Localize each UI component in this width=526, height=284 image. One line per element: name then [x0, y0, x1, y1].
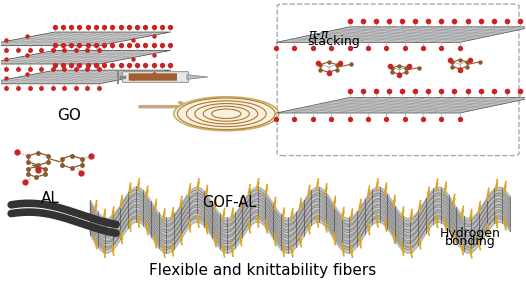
FancyBboxPatch shape	[123, 72, 188, 82]
Text: bonding: bonding	[445, 235, 495, 248]
Polygon shape	[0, 51, 170, 64]
FancyBboxPatch shape	[129, 73, 177, 81]
Text: AL: AL	[41, 191, 60, 206]
Polygon shape	[276, 27, 526, 42]
Text: Flexible and knittability fibers: Flexible and knittability fibers	[149, 263, 377, 278]
Polygon shape	[276, 97, 526, 113]
Polygon shape	[0, 32, 170, 46]
Text: GO: GO	[57, 108, 81, 123]
Text: GOF-AL: GOF-AL	[202, 195, 256, 210]
Text: Hydrogen: Hydrogen	[440, 227, 501, 240]
Polygon shape	[0, 70, 170, 84]
Ellipse shape	[174, 97, 279, 131]
FancyBboxPatch shape	[277, 4, 519, 156]
Polygon shape	[187, 75, 208, 79]
Text: stacking: stacking	[308, 35, 360, 48]
Text: $\pi$-$\pi$: $\pi$-$\pi$	[308, 28, 329, 41]
